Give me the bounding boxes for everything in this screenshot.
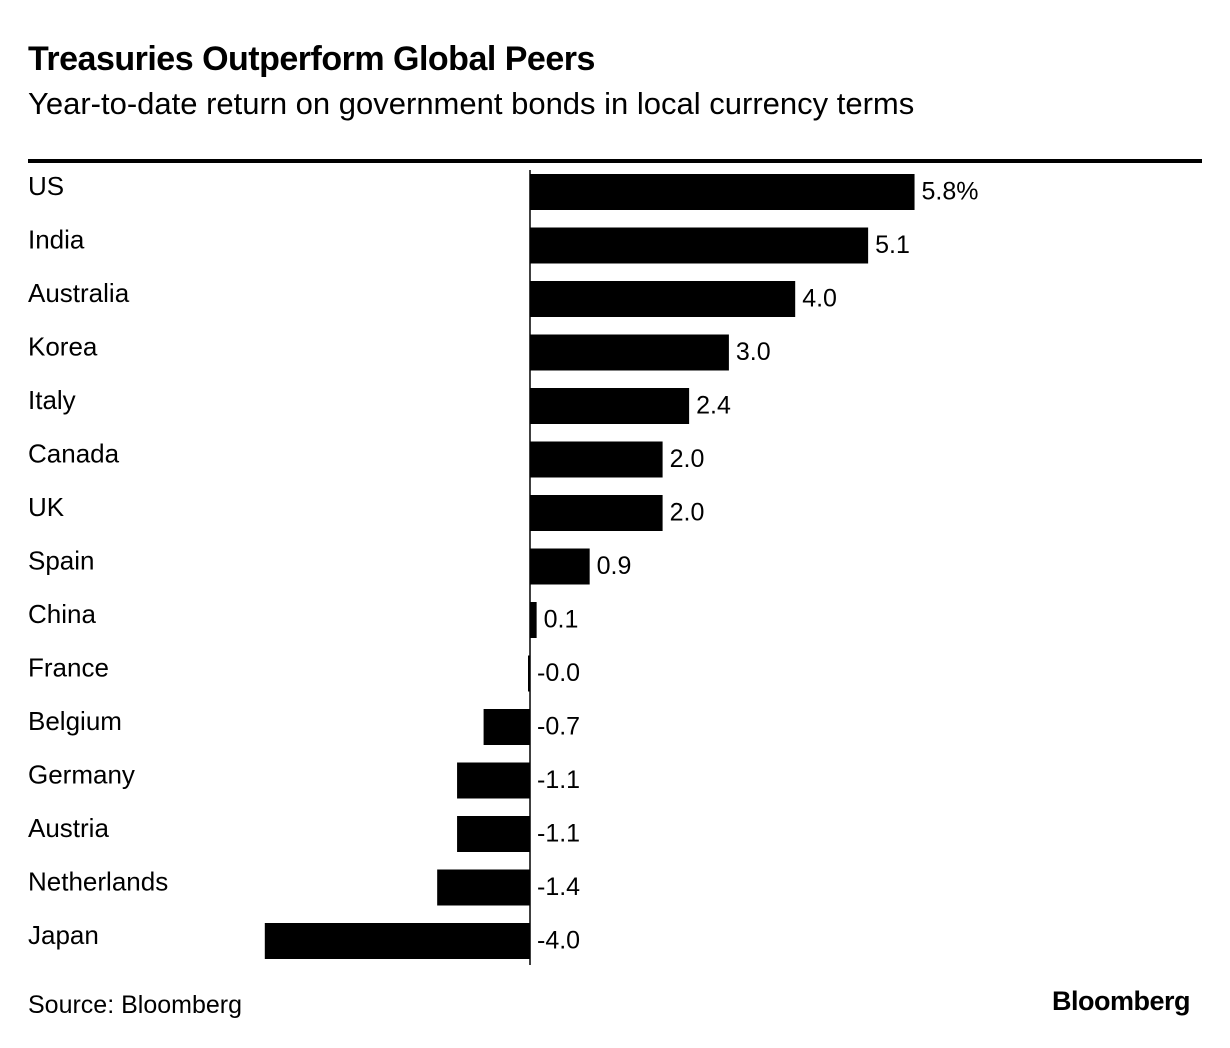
data-label-australia: 4.0	[802, 285, 837, 313]
chart-title: Treasuries Outperform Global Peers	[28, 40, 595, 78]
category-label-austria: Austria	[28, 813, 109, 843]
data-label-japan: -4.0	[537, 927, 580, 955]
data-label-belgium: -0.7	[537, 713, 580, 741]
data-label-netherlands: -1.4	[537, 873, 580, 901]
bar-japan	[264, 923, 530, 959]
data-label-us: 5.8%	[922, 178, 979, 206]
source-note: Source: Bloomberg	[28, 991, 243, 1019]
category-label-china: China	[28, 599, 96, 629]
category-label-japan: Japan	[28, 920, 99, 950]
data-label-uk: 2.0	[670, 499, 705, 527]
category-label-spain: Spain	[28, 545, 95, 575]
bar-uk	[530, 495, 663, 531]
category-label-us: US	[28, 171, 64, 201]
bar-korea	[530, 334, 729, 371]
data-label-india: 5.1	[875, 231, 910, 259]
bar-us	[530, 174, 915, 210]
bar-italy	[530, 388, 690, 424]
data-label-germany: -1.1	[537, 766, 580, 794]
data-label-france: -0.0	[537, 659, 580, 687]
bar-india	[530, 227, 869, 264]
category-label-netherlands: Netherlands	[28, 866, 168, 896]
bar-canada	[530, 441, 663, 478]
bar-france	[528, 655, 530, 692]
bar-belgium	[483, 709, 530, 745]
data-label-austria: -1.1	[537, 820, 580, 848]
bar-china	[530, 602, 537, 638]
data-label-spain: 0.9	[597, 552, 632, 580]
category-label-france: France	[28, 652, 109, 682]
data-label-china: 0.1	[544, 606, 579, 634]
bar-germany	[457, 762, 530, 799]
category-label-india: India	[28, 224, 85, 254]
bar-australia	[530, 281, 796, 317]
bar-spain	[530, 548, 590, 585]
category-label-uk: UK	[28, 492, 65, 522]
category-label-belgium: Belgium	[28, 706, 122, 736]
bar-austria	[457, 816, 530, 852]
bar-netherlands	[437, 869, 530, 906]
category-label-korea: Korea	[28, 331, 98, 361]
data-label-korea: 3.0	[736, 338, 771, 366]
category-label-canada: Canada	[28, 438, 120, 468]
data-label-italy: 2.4	[696, 392, 731, 420]
category-label-australia: Australia	[28, 278, 130, 308]
category-label-italy: Italy	[28, 385, 76, 415]
category-label-germany: Germany	[28, 759, 135, 789]
bloomberg-logo: Bloomberg	[1052, 986, 1191, 1016]
header-rule	[28, 159, 1202, 163]
chart-subtitle: Year-to-date return on government bonds …	[28, 86, 915, 121]
data-label-canada: 2.0	[670, 445, 705, 473]
